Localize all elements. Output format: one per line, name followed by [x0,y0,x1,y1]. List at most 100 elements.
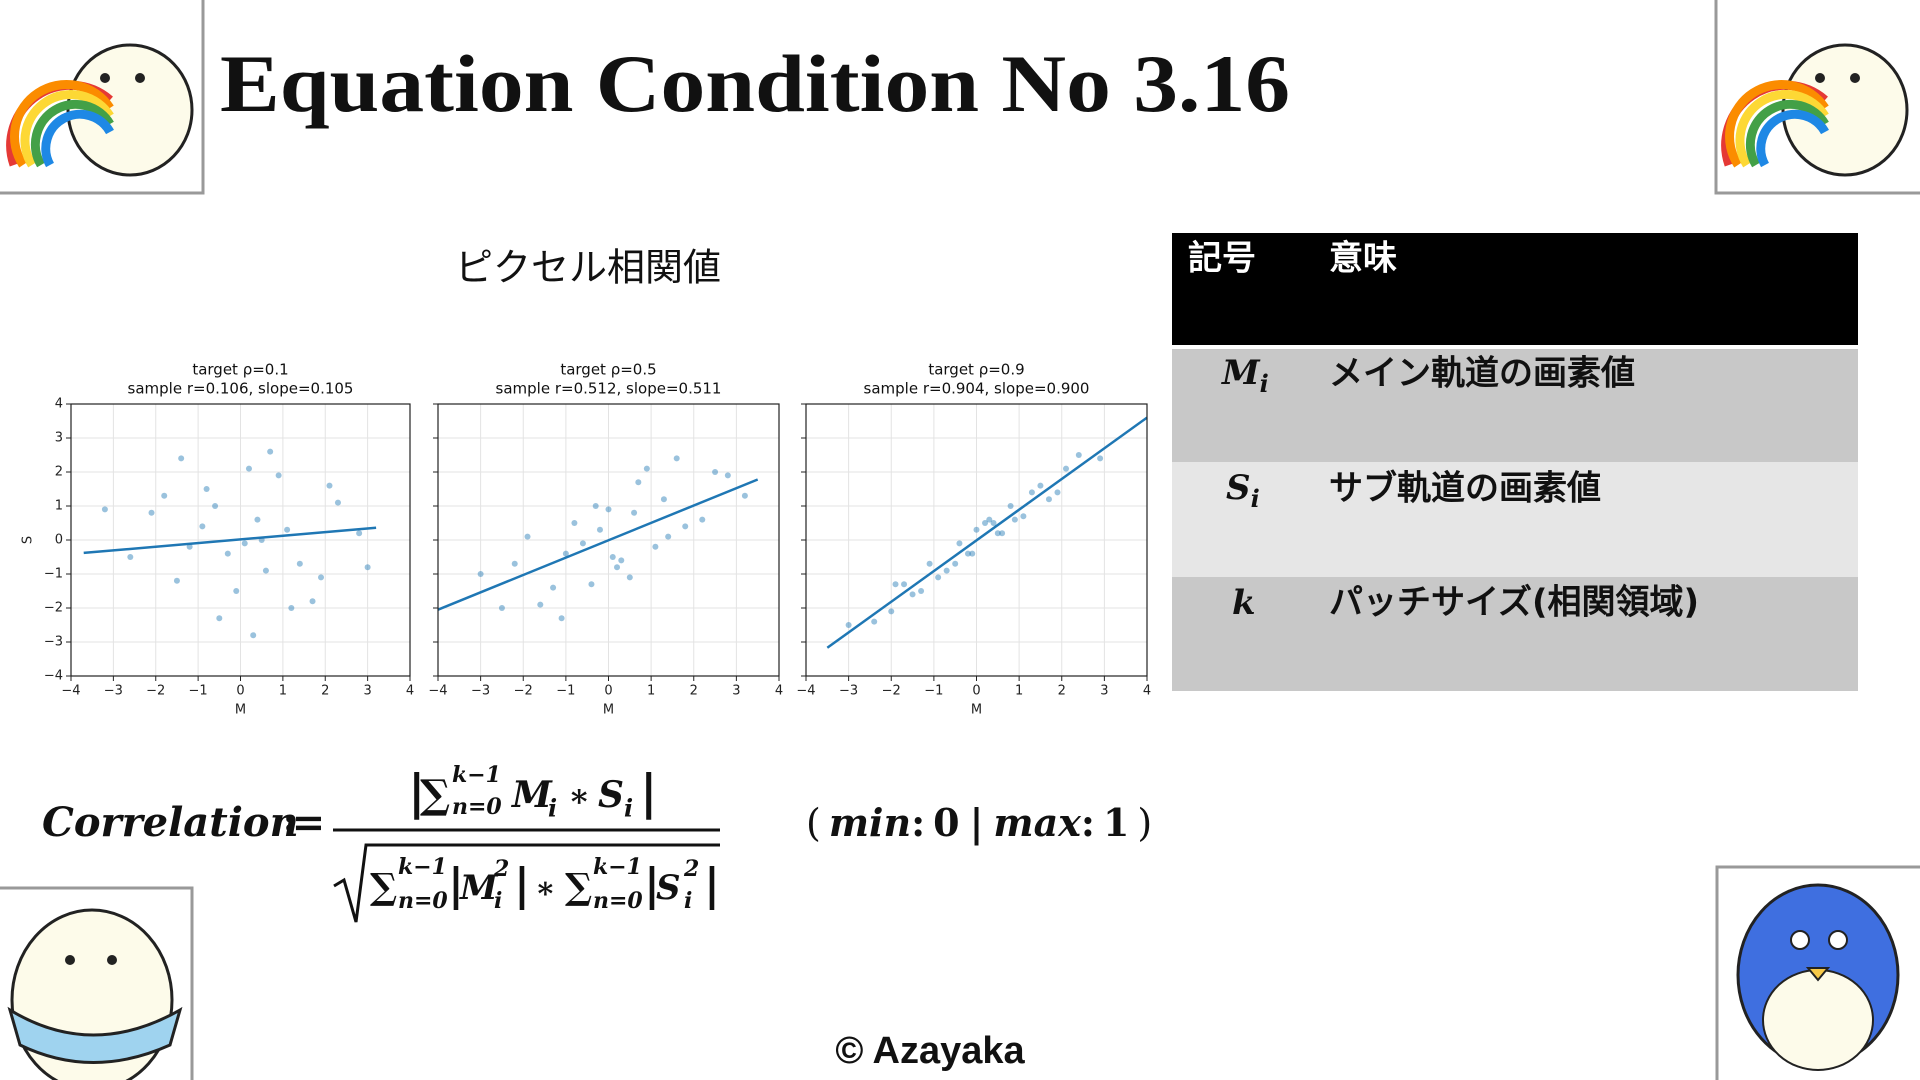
scatter-point [1037,482,1044,489]
scatter-point [262,567,269,574]
scatter-point [614,564,621,571]
scatter-point [643,465,650,472]
formula-token: k−1 [398,854,447,880]
formula-token: ∗ [568,777,590,815]
x-tick-label: −3 [471,684,490,699]
symbol-subscript: i [1260,369,1269,398]
formula: Correlation ≔ | ∑ k−1 n=0 M i ∗ S i | ∑ … [42,762,1152,923]
formula-token: ) [1137,801,1152,845]
scatter-point [926,560,933,567]
scatter-point [216,615,223,622]
scatter-point [1028,489,1035,496]
table-symbol: Si [1226,468,1260,513]
scatter-point [609,554,616,560]
scatter-point [943,567,950,574]
scatter-point [618,557,625,564]
formula-token: | [704,860,720,911]
x-tick-label: 2 [321,684,329,699]
plot-frame [805,403,1148,677]
y-axis-label: S [21,536,36,544]
symbol: M [1221,353,1261,393]
scatter-point [477,571,484,577]
fit-line [437,478,759,611]
scatter-point [956,540,963,547]
formula-assign: ≔ [282,799,325,846]
formula-token: i [494,888,502,914]
scatter-point [724,472,731,479]
scatter-point [309,598,316,605]
scatter-point [524,533,531,540]
x-tick-label: −4 [61,684,80,699]
scatter-point [990,520,997,526]
scatter-point [660,496,667,503]
formula-token: | [408,765,425,821]
x-tick-label: −4 [428,684,447,699]
plot-subtitle: sample r=0.512, slope=0.511 [496,380,722,398]
scatter-point [888,608,895,615]
square-root [333,843,720,923]
table-row [1172,349,1858,462]
scatter-point [224,550,231,557]
plot-title: target ρ=0.9 [928,361,1024,379]
scatter-point [935,574,942,581]
table-row [1172,462,1858,577]
plot-title: target ρ=0.1 [192,361,288,379]
x-tick-label: 4 [775,684,783,699]
y-tick-label: 1 [55,499,63,514]
scatter-point [364,564,371,571]
scatter-point [537,601,544,608]
scatter-point [571,520,578,526]
x-tick-label: 1 [279,684,287,699]
table-symbol: k [1232,583,1256,623]
scatter-point [986,516,993,523]
scatter-point [592,503,599,509]
scatter-point [245,465,252,472]
x-tick-label: 4 [1143,684,1151,699]
scatter-point [161,492,168,499]
scatter-point [973,526,980,533]
formula-token: M [510,774,553,816]
plot-subtitle: sample r=0.904, slope=0.900 [864,380,1090,398]
y-tick-label: 3 [55,431,63,446]
table-header [1172,233,1858,345]
scatter-point [178,455,185,462]
x-tick-label: 3 [363,684,371,699]
x-axis-label: M [603,703,614,718]
table-header-cell: 意味 [1329,239,1397,279]
footer: © Azayaka [835,1030,1025,1072]
scatter-point [203,486,210,492]
formula-token: n=0 [593,888,643,914]
scatter-point [284,526,291,533]
formula-token: ∑ [370,866,397,908]
y-tick-label: 0 [55,533,63,548]
x-tick-label: 4 [406,684,414,699]
x-tick-label: 1 [1015,684,1023,699]
scatter-point [173,577,180,584]
plot-frame [70,403,411,677]
formula-token: | [448,860,464,911]
formula-token: 1 [1103,800,1129,845]
scatter-point [212,503,219,509]
formula-token: n=0 [452,794,502,820]
symbol-subscript: i [1251,484,1260,513]
scatter-point [318,574,325,581]
scatter-point [241,540,248,547]
scatter-point [326,482,333,489]
table-meaning: メイン軌道の画素値 [1329,354,1635,394]
formula-token: | [514,860,530,911]
x-tick-label: −2 [882,684,901,699]
scatter-point [626,574,633,581]
symbol-table: 記号 意味 Mi メイン軌道の画素値 Si サブ軌道の画素値 k パッチサイズ(… [1172,233,1858,691]
formula-token: 2 [493,856,509,882]
scatter-point [871,618,878,625]
scatter-point [918,588,925,594]
formula-token: S [598,774,624,816]
scatter-point [901,581,908,588]
y-tick-label: −4 [44,669,63,684]
x-tick-label: 0 [972,684,980,699]
corner-illustration [1715,865,1920,1080]
x-tick-label: −1 [189,684,208,699]
formula-token: max [993,800,1082,845]
x-tick-label: 0 [604,684,612,699]
